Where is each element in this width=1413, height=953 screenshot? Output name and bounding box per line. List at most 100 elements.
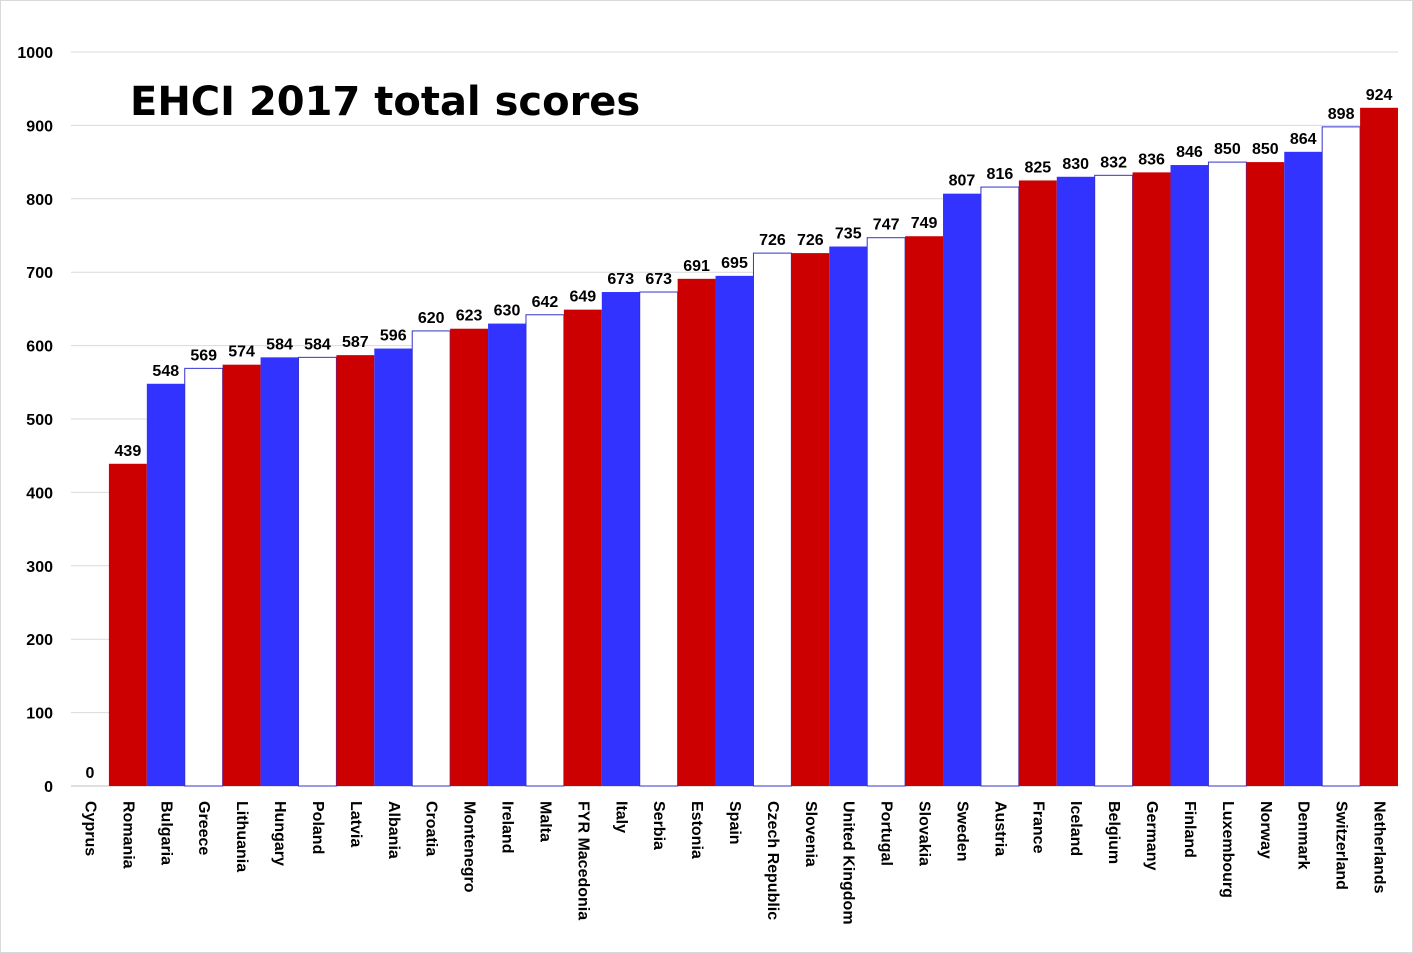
data-label: 623 [456, 308, 483, 325]
bar-netherlands [1360, 107, 1398, 786]
data-label: 747 [873, 217, 900, 234]
data-label: 735 [835, 226, 862, 243]
bar-serbia [639, 291, 679, 787]
x-tick-label: Norway [1257, 801, 1274, 859]
data-label: 864 [1290, 131, 1317, 148]
x-tick-label: Italy [612, 801, 629, 833]
bar-greece [184, 367, 224, 787]
x-tick-label: Slovakia [916, 801, 933, 866]
data-label: 673 [645, 271, 672, 288]
bar-france [1018, 180, 1057, 786]
bar-albania [374, 348, 413, 786]
bar-norway [1246, 162, 1285, 787]
data-label: 832 [1100, 154, 1127, 171]
x-tick-label: Bulgaria [157, 801, 174, 865]
y-tick-label: 400 [26, 485, 53, 502]
bar-italy [601, 292, 640, 786]
bar-portugal [866, 237, 906, 787]
bar-poland [297, 356, 337, 787]
x-tick-label: Poland [309, 801, 326, 854]
x-tick-label: Slovenia [802, 801, 819, 867]
bar-finland [1170, 165, 1209, 786]
data-label: 620 [418, 310, 445, 327]
bar-latvia [336, 355, 375, 786]
data-label: 584 [266, 336, 293, 353]
data-label: 642 [532, 294, 559, 311]
bar-belgium [1094, 174, 1134, 787]
bar-spain [715, 275, 754, 786]
data-label: 673 [607, 271, 634, 288]
data-label: 846 [1176, 144, 1203, 161]
y-tick-label: 700 [26, 265, 53, 282]
x-tick-label: United Kingdom [840, 801, 857, 925]
x-tick-label: Finland [1181, 801, 1198, 858]
x-tick-label: Lithuania [233, 801, 250, 872]
bar-slovakia [905, 236, 944, 786]
data-label: 695 [721, 255, 748, 272]
data-label: 825 [1024, 159, 1051, 176]
data-label: 898 [1328, 106, 1355, 123]
bar-fyr-macedonia [563, 309, 602, 786]
y-axis-tick-labels: 0 100 200 300 400 500 600 700 800 900 1000 [17, 45, 53, 796]
data-label: 726 [759, 232, 786, 249]
bar-croatia [411, 330, 451, 787]
data-label: 569 [190, 347, 217, 364]
y-tick-label: 0 [44, 779, 53, 796]
x-tick-label: Croatia [423, 801, 440, 856]
data-label: 691 [683, 258, 710, 275]
bar-germany [1132, 172, 1171, 787]
x-tick-label: Denmark [1295, 801, 1312, 870]
data-label: 836 [1138, 151, 1165, 168]
bar-slovenia [791, 253, 830, 787]
bar-denmark [1284, 151, 1323, 787]
data-label: 850 [1214, 141, 1241, 158]
bar-luxembourg [1207, 161, 1247, 787]
y-tick-label: 900 [26, 118, 53, 135]
x-tick-label: Austria [991, 801, 1008, 856]
x-tick-label: Iceland [1067, 801, 1084, 856]
data-label: 587 [342, 334, 369, 351]
x-tick-label: Belgium [1105, 801, 1122, 864]
x-tick-label: Switzerland [1333, 801, 1350, 890]
y-tick-label: 100 [26, 706, 53, 723]
bar-sweden [943, 193, 981, 787]
data-label: 439 [115, 443, 142, 460]
x-tick-label: Portugal [878, 801, 895, 866]
y-tick-label: 500 [26, 412, 53, 429]
x-tick-label: Ireland [499, 801, 516, 853]
x-tick-label: Sweden [953, 801, 970, 861]
y-tick-label: 200 [26, 632, 53, 649]
x-tick-label: Romania [119, 801, 136, 869]
x-tick-label: France [1029, 801, 1046, 854]
bar-lithuania [222, 364, 261, 786]
data-label: 584 [304, 336, 331, 353]
x-tick-label: Luxembourg [1219, 801, 1236, 898]
x-tick-label: Estonia [688, 801, 705, 859]
data-label: 0 [86, 765, 95, 782]
x-tick-label: Montenegro [461, 801, 478, 893]
y-tick-label: 1000 [17, 45, 53, 62]
bar-iceland [1056, 176, 1095, 786]
bar-estonia [677, 278, 716, 786]
data-label: 850 [1252, 141, 1279, 158]
bar-malta [525, 314, 565, 787]
data-label: 726 [797, 232, 824, 249]
data-label: 749 [911, 215, 938, 232]
y-tick-label: 300 [26, 559, 53, 576]
data-label: 574 [228, 344, 255, 361]
data-labels: 0 439 548 569 574 584 584 587 596 620 623 630 642 649… [86, 87, 1393, 782]
bar-montenegro [450, 328, 489, 786]
x-tick-label: Greece [195, 801, 212, 855]
data-label: 548 [152, 363, 179, 380]
chart-title: EHCI 2017 total scores [130, 79, 640, 125]
data-label: 924 [1366, 87, 1393, 104]
bar-austria [980, 186, 1020, 787]
y-tick-label: 600 [26, 339, 53, 356]
bars [108, 107, 1398, 787]
x-tick-label: Netherlands [1371, 801, 1388, 894]
data-label: 630 [494, 303, 521, 320]
x-tick-label: Malta [536, 801, 553, 842]
x-tick-label: Hungary [271, 801, 288, 866]
